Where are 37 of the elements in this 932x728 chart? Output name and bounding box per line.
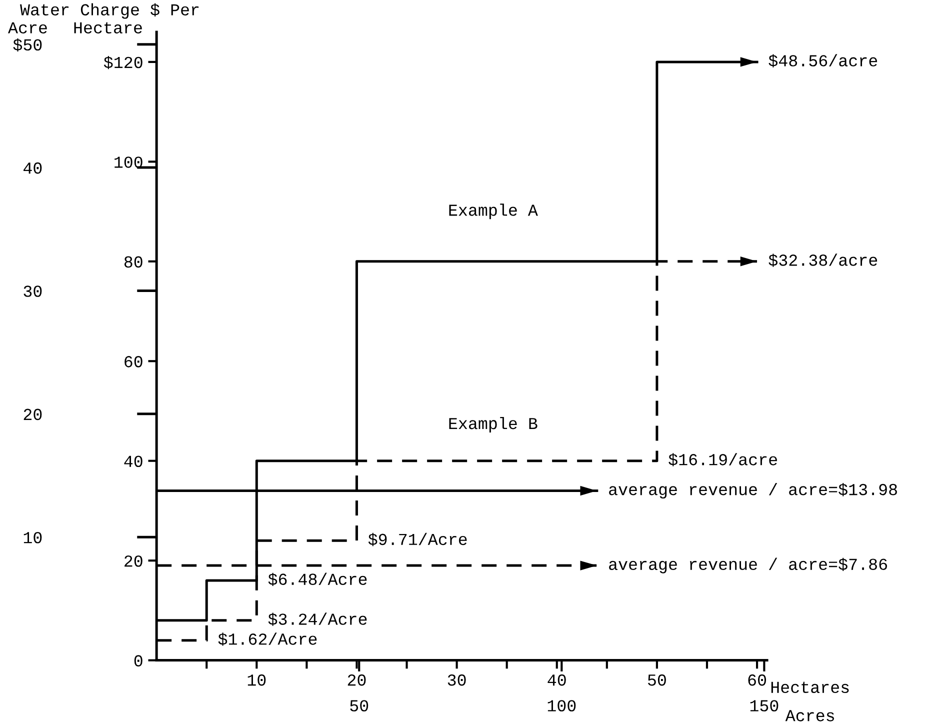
x-tick-label: 40 [548,674,566,686]
y2-tick-label: 20 [24,408,42,420]
x-tick-label: 10 [248,674,266,686]
annotation: average revenue / acre=$7.86 [609,558,887,574]
y-tick-label: $120 [104,56,142,70]
y-tick-label: 0 [134,655,142,666]
x-tick-label: 50 [648,674,666,686]
annotation: $6.48/Acre [268,572,367,586]
x-tick-label: 30 [448,674,466,686]
y2-tick-label: 30 [24,286,42,297]
y2-tick-label: 40 [24,162,42,174]
annotation: $48.56/acre [768,54,878,68]
series-label: Example B [449,416,538,433]
x-axis-title: Hectares [771,682,849,694]
y2-tick-label: $50 [13,38,42,52]
annotation: $1.62/Acre [218,632,317,646]
annotation: $3.24/Acre [268,612,367,626]
x2-tick-label: 100 [548,700,576,712]
y-tick-label: 40 [124,456,142,468]
annotation: $9.71/Acre [368,532,467,546]
y-tick-label: 80 [124,256,142,268]
y2-tick-label: 10 [24,532,42,544]
x2-tick-label: 50 [350,700,368,712]
annotation: $16.19/acre [668,453,777,466]
annotation: $32.38/acre [768,254,878,267]
x2-tick-label: 150 [750,700,778,712]
text: Example A [449,204,538,220]
chart-title: Water Charge $ Per [20,3,199,19]
y-axis-title: Hectare [74,22,142,34]
x-tick-label: 20 [348,674,366,686]
annotation: average revenue / acre=$13.98 [609,482,897,499]
y2-axis-title: Acre [8,22,47,34]
x-tick-label: 60 [748,674,766,686]
y-tick-label: 100 [114,156,142,168]
y-tick-label: 20 [124,555,142,567]
x2-axis-title: Acres [785,710,834,722]
y-tick-label: 60 [124,356,142,368]
